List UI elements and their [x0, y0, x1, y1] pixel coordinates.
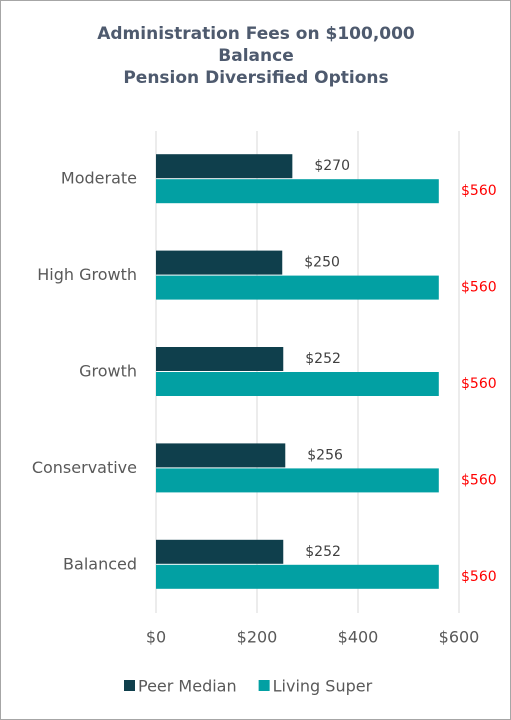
value-label: $560 [461, 569, 497, 585]
value-label: $560 [461, 280, 497, 296]
legend-label: Living Super [273, 677, 373, 696]
legend-swatch [258, 680, 270, 691]
y-tick-label: High Growth [37, 265, 137, 284]
value-label: $252 [305, 544, 341, 560]
value-label: $270 [314, 158, 350, 174]
bar [156, 468, 439, 493]
bar [156, 372, 439, 396]
legend-swatch [124, 680, 135, 691]
value-label: $252 [305, 351, 341, 367]
bar [156, 275, 439, 300]
x-tick-label: $600 [439, 628, 480, 647]
bar [156, 564, 439, 589]
value-label: $560 [461, 376, 497, 392]
bar [156, 179, 439, 204]
bar [156, 154, 293, 179]
bar [156, 443, 286, 468]
y-tick-label: Growth [79, 362, 137, 381]
chart-title: Administration Fees on $100,000 Balance … [61, 23, 451, 89]
legend-label: Peer Median [138, 677, 237, 696]
bar [156, 250, 283, 275]
x-tick-label: $400 [338, 628, 379, 647]
value-label: $560 [461, 472, 497, 488]
value-label: $250 [304, 255, 340, 271]
y-tick-label: Conservative [32, 458, 137, 477]
x-tick-label: $200 [237, 628, 278, 647]
title-line: Pension Diversified Options [123, 68, 389, 88]
bar [156, 347, 284, 371]
value-label: $256 [307, 447, 343, 463]
bar [156, 539, 284, 564]
y-tick-label: Balanced [63, 554, 137, 573]
x-tick-label: $0 [146, 628, 166, 647]
y-tick-label: Moderate [61, 169, 137, 188]
title-line: Administration Fees on $100,000 Balance [97, 24, 415, 66]
value-label: $560 [461, 183, 497, 199]
